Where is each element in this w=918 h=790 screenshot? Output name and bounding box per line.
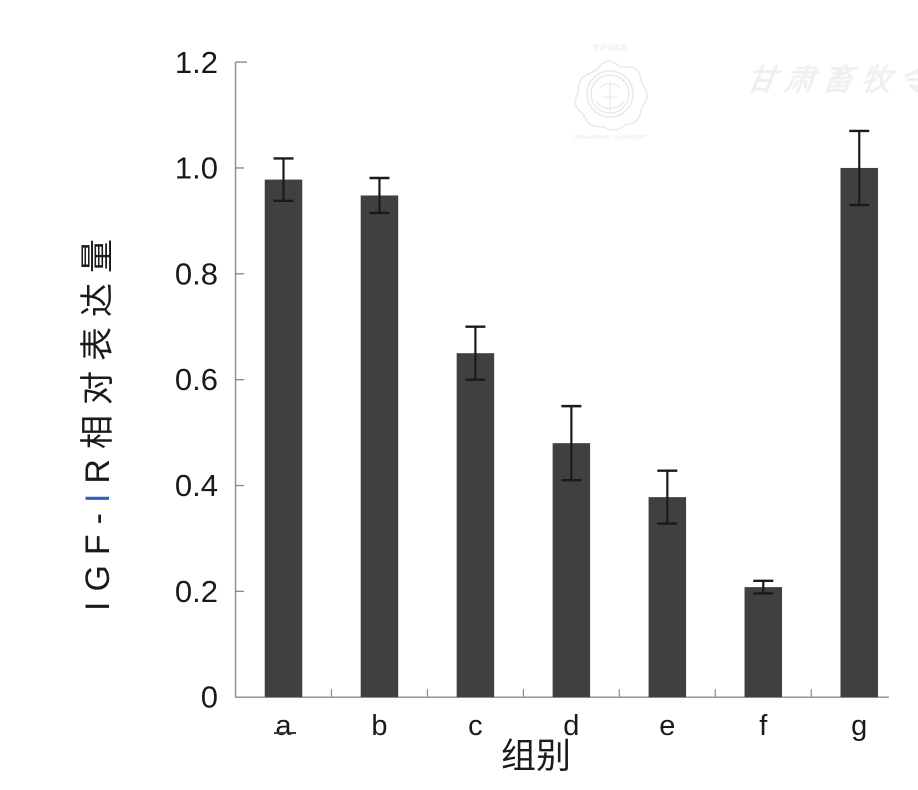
svg-text:1.2: 1.2 (175, 45, 218, 80)
svg-text:0.4: 0.4 (175, 468, 218, 503)
svg-text:甘肃省畜牧: 甘肃省畜牧 (593, 43, 628, 52)
svg-text:1.0: 1.0 (175, 151, 218, 186)
svg-text:组别: 组别 (501, 737, 571, 776)
svg-text:b: b (371, 710, 387, 742)
svg-text:c: c (468, 710, 483, 742)
svg-text:0.6: 0.6 (175, 362, 218, 397)
svg-text:a: a (275, 710, 292, 742)
svg-text:甘 肃 畜 牧 令: 甘 肃 畜 牧 令 (744, 63, 918, 97)
svg-text:0.8: 0.8 (175, 256, 218, 291)
svg-text:g: g (851, 710, 867, 742)
svg-text:0: 0 (201, 680, 218, 715)
svg-text:0.2: 0.2 (175, 574, 218, 609)
svg-text:e: e (659, 710, 675, 742)
svg-text:IGF-IR相对表达量: IGF-IR相对表达量 (79, 229, 117, 611)
svg-text:CHINA ANIMAL HUSBANDRY: CHINA ANIMAL HUSBANDRY (573, 135, 648, 141)
svg-text:f: f (759, 710, 768, 742)
